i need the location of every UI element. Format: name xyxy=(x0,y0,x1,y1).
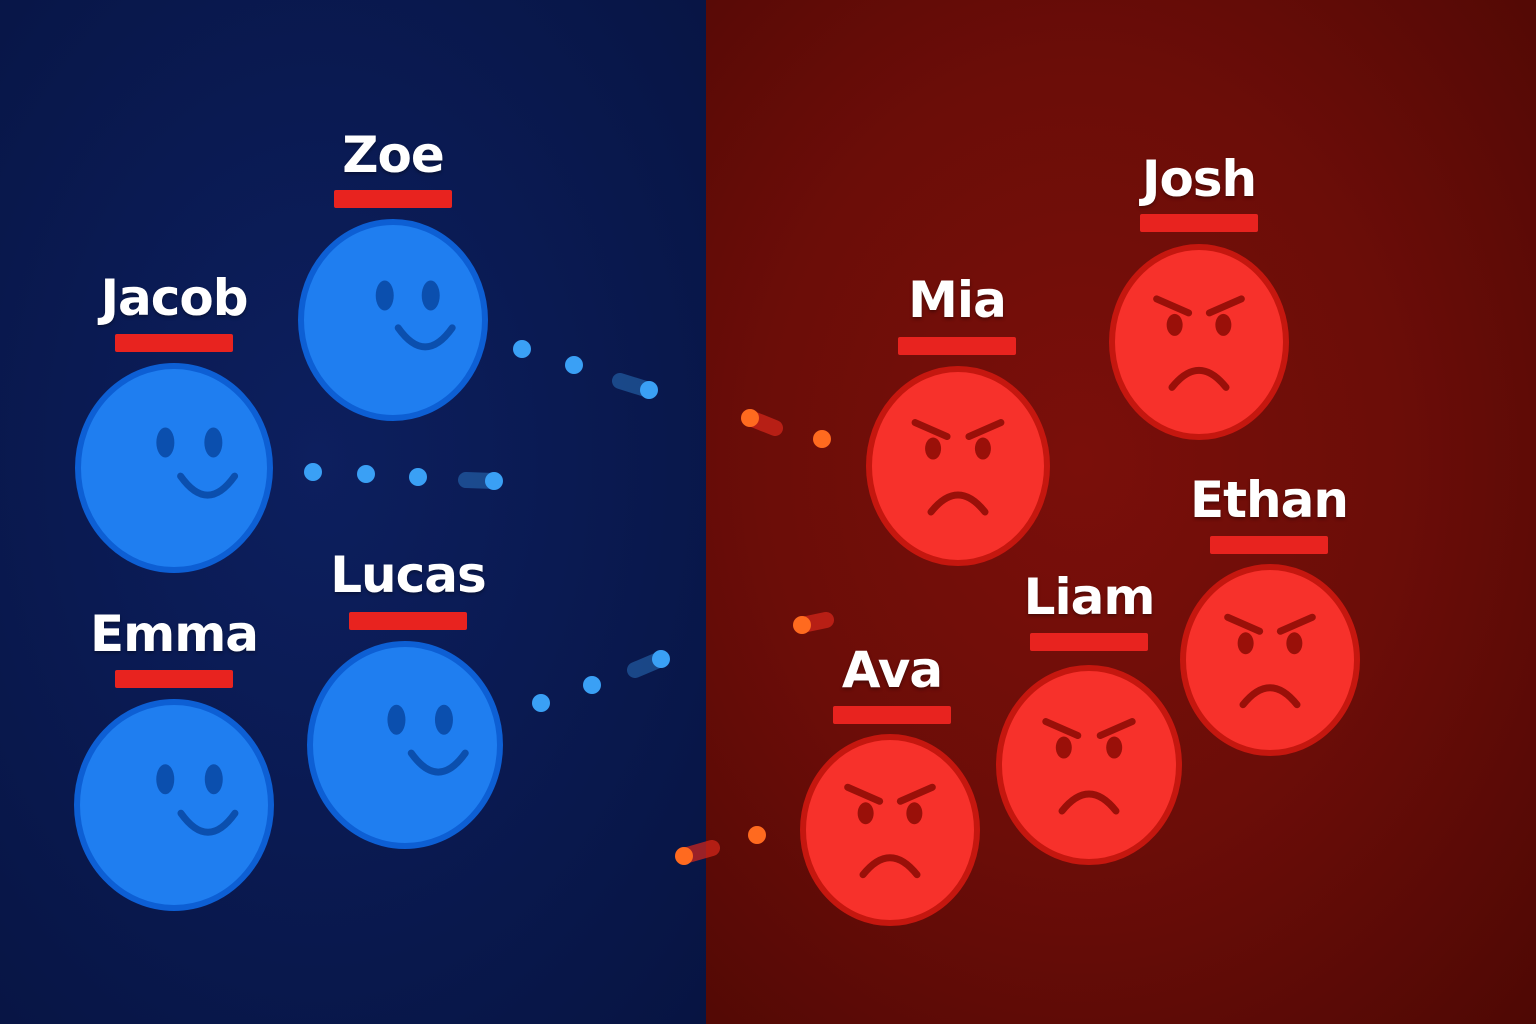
connector-dot xyxy=(485,472,503,490)
connector-dot xyxy=(793,616,811,634)
connector-dot xyxy=(652,650,670,668)
connector-dot xyxy=(813,430,831,448)
name-underline xyxy=(115,334,233,352)
person-name: Jacob xyxy=(100,269,248,327)
connector-dot xyxy=(304,463,322,481)
happy-face-icon xyxy=(307,641,503,849)
person-name: Liam xyxy=(1023,568,1156,626)
person-name: Mia xyxy=(908,271,1007,329)
happy-face-icon xyxy=(75,363,273,573)
connector-dot xyxy=(409,468,427,486)
connector-dot xyxy=(513,340,531,358)
person-name: Emma xyxy=(89,605,259,663)
name-underline xyxy=(334,190,452,208)
name-underline xyxy=(1140,214,1258,232)
name-underline xyxy=(349,612,467,630)
person-name: Ava xyxy=(841,641,943,699)
person-name: Zoe xyxy=(342,126,445,184)
connector-dot xyxy=(583,676,601,694)
angry-face-icon xyxy=(1109,244,1289,440)
person-name: Josh xyxy=(1141,150,1257,208)
name-underline xyxy=(115,670,233,688)
angry-face-icon xyxy=(1180,564,1360,756)
happy-face-icon xyxy=(74,699,274,911)
connector-dot xyxy=(741,409,759,427)
connector-dot xyxy=(532,694,550,712)
connector-dot xyxy=(565,356,583,374)
person-name: Lucas xyxy=(330,546,487,604)
name-underline xyxy=(1210,536,1328,554)
connector-dot xyxy=(640,381,658,399)
angry-face-icon xyxy=(866,366,1050,566)
connector-dot xyxy=(357,465,375,483)
name-underline xyxy=(898,337,1016,355)
connector-dot xyxy=(675,847,693,865)
angry-face-icon xyxy=(800,734,980,926)
connector-dot xyxy=(748,826,766,844)
happy-face-icon xyxy=(298,219,488,421)
name-underline xyxy=(1030,633,1148,651)
name-underline xyxy=(833,706,951,724)
angry-face-icon xyxy=(996,665,1182,865)
person-name: Ethan xyxy=(1190,471,1349,529)
